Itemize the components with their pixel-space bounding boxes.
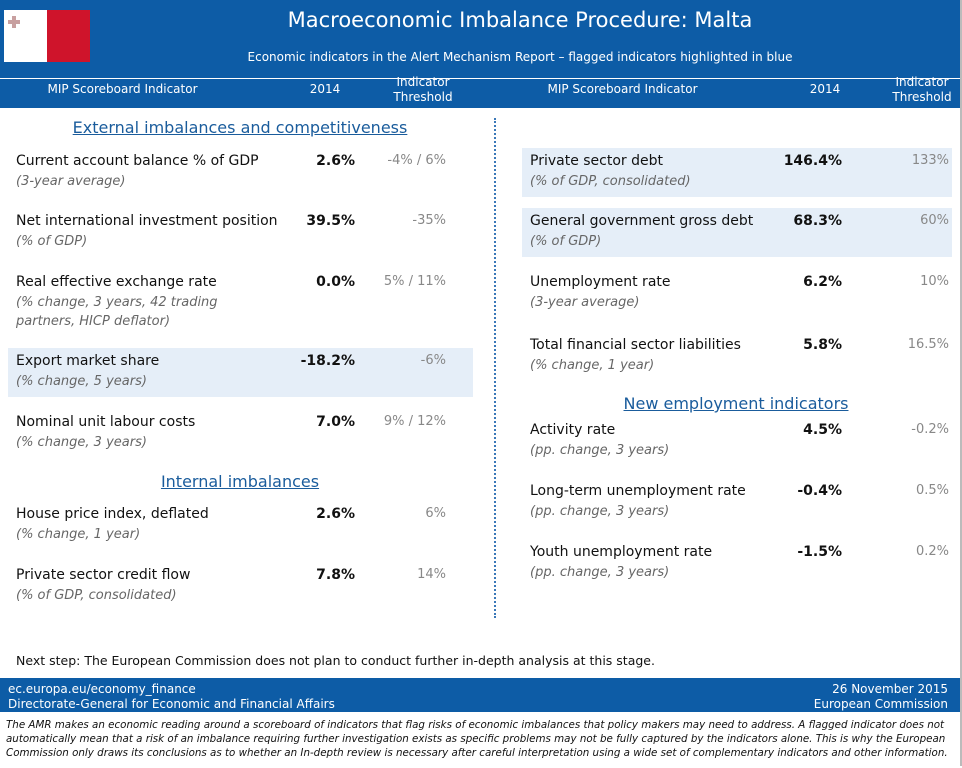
section-title: New employment indicators: [623, 394, 849, 413]
footer-band: [0, 678, 960, 712]
indicator-note: (pp. change, 3 years): [530, 504, 670, 519]
indicator-note: (% of GDP, consolidated): [16, 588, 177, 603]
indicator-value: 68.3%: [793, 213, 842, 229]
indicator-name: Private sector debt: [530, 153, 663, 169]
indicator-note: (3-year average): [530, 295, 640, 310]
column-divider: [494, 118, 496, 618]
footer-date: 26 November 2015: [832, 682, 948, 696]
indicator-name: Net international investment position: [16, 213, 278, 229]
col-header: 2014: [809, 82, 841, 96]
indicator-threshold: 9% / 12%: [383, 414, 446, 429]
indicator-note: (% of GDP): [16, 234, 88, 249]
indicator-value: 2.6%: [316, 506, 355, 522]
indicator-note: (3-year average): [16, 174, 126, 189]
indicator-note: (% change, 5 years): [16, 374, 147, 389]
col-header: Indicator Threshold: [892, 75, 952, 104]
subtitle: Economic indicators in the Alert Mechani…: [247, 50, 793, 64]
indicator-value: 39.5%: [306, 213, 355, 229]
col-header: 2014: [309, 82, 341, 96]
indicator-value: 4.5%: [803, 422, 842, 438]
indicator-name: Activity rate: [530, 422, 616, 438]
footer-org: European Commission: [813, 697, 948, 711]
indicator-threshold: 10%: [920, 274, 949, 289]
indicator-value: 146.4%: [783, 153, 842, 169]
indicator-threshold: -35%: [412, 213, 446, 228]
indicator-note: (% change, 1 year): [16, 527, 141, 542]
indicator-threshold: 6%: [425, 506, 446, 521]
section-title: External imbalances and competitiveness: [72, 118, 408, 137]
indicator-threshold: 60%: [920, 213, 949, 228]
highlight: [8, 348, 473, 397]
indicator-value: 6.2%: [803, 274, 842, 290]
col-header: MIP Scoreboard Indicator: [47, 82, 198, 96]
indicator-name: Unemployment rate: [530, 274, 671, 290]
indicator-name: Total financial sector liabilities: [530, 337, 741, 353]
indicator-value: -0.4%: [797, 483, 842, 499]
indicator-value: 7.0%: [316, 414, 355, 430]
col-header: MIP Scoreboard Indicator: [547, 82, 698, 96]
indicator-threshold: -4% / 6%: [387, 153, 446, 168]
indicator-note: (% change, 1 year): [530, 358, 655, 373]
indicator-value: -1.5%: [797, 544, 842, 560]
indicator-value: -18.2%: [300, 353, 355, 369]
indicator-note: (% change, 3 years): [16, 435, 147, 450]
indicator-name: House price index, deflated: [16, 506, 209, 522]
indicator-threshold: 0.2%: [915, 544, 949, 559]
indicator-note: (% of GDP, consolidated): [530, 174, 691, 189]
header-band: [0, 0, 960, 108]
indicator-threshold: -0.2%: [911, 422, 949, 437]
col-header: Indicator Threshold: [393, 75, 453, 104]
indicator-threshold: 133%: [911, 153, 949, 168]
indicator-threshold: 14%: [417, 567, 446, 582]
indicator-name: Export market share: [16, 353, 160, 369]
indicator-name: Long-term unemployment rate: [530, 483, 746, 499]
disclaimer: The AMR makes an economic reading around…: [6, 719, 948, 759]
indicator-name: Youth unemployment rate: [530, 544, 713, 560]
footer-url[interactable]: ec.europa.eu/economy_finance: [8, 682, 196, 696]
indicator-threshold: -6%: [420, 353, 446, 368]
indicator-value: 0.0%: [316, 274, 355, 290]
indicator-name: Nominal unit labour costs: [16, 414, 196, 430]
indicator-note: (pp. change, 3 years): [530, 565, 670, 580]
divider: [0, 78, 960, 79]
indicator-threshold: 5% / 11%: [383, 274, 446, 289]
indicator-value: 2.6%: [316, 153, 355, 169]
indicator-threshold: 16.5%: [907, 337, 949, 352]
indicator-threshold: 0.5%: [915, 483, 949, 498]
title: Macroeconomic Imbalance Procedure: Malta: [287, 8, 753, 32]
indicator-note: (% of GDP): [530, 234, 602, 249]
highlight: [522, 148, 952, 197]
indicator-name: General government gross debt: [530, 213, 754, 229]
highlight: [522, 208, 952, 257]
next-step: Next step: The European Commission does …: [16, 653, 655, 668]
indicator-name: Current account balance % of GDP: [16, 153, 259, 169]
section-title: Internal imbalances: [160, 472, 320, 491]
indicator-value: 7.8%: [316, 567, 355, 583]
indicator-note: (% change, 3 years, 42 trading partners,…: [16, 295, 218, 329]
indicator-name: Private sector credit flow: [16, 567, 191, 583]
indicator-note: (pp. change, 3 years): [530, 443, 670, 458]
flag: [4, 10, 90, 62]
footer-dg: Directorate-General for Economic and Fin…: [8, 697, 335, 711]
indicator-name: Real effective exchange rate: [16, 274, 217, 290]
indicator-value: 5.8%: [803, 337, 842, 353]
